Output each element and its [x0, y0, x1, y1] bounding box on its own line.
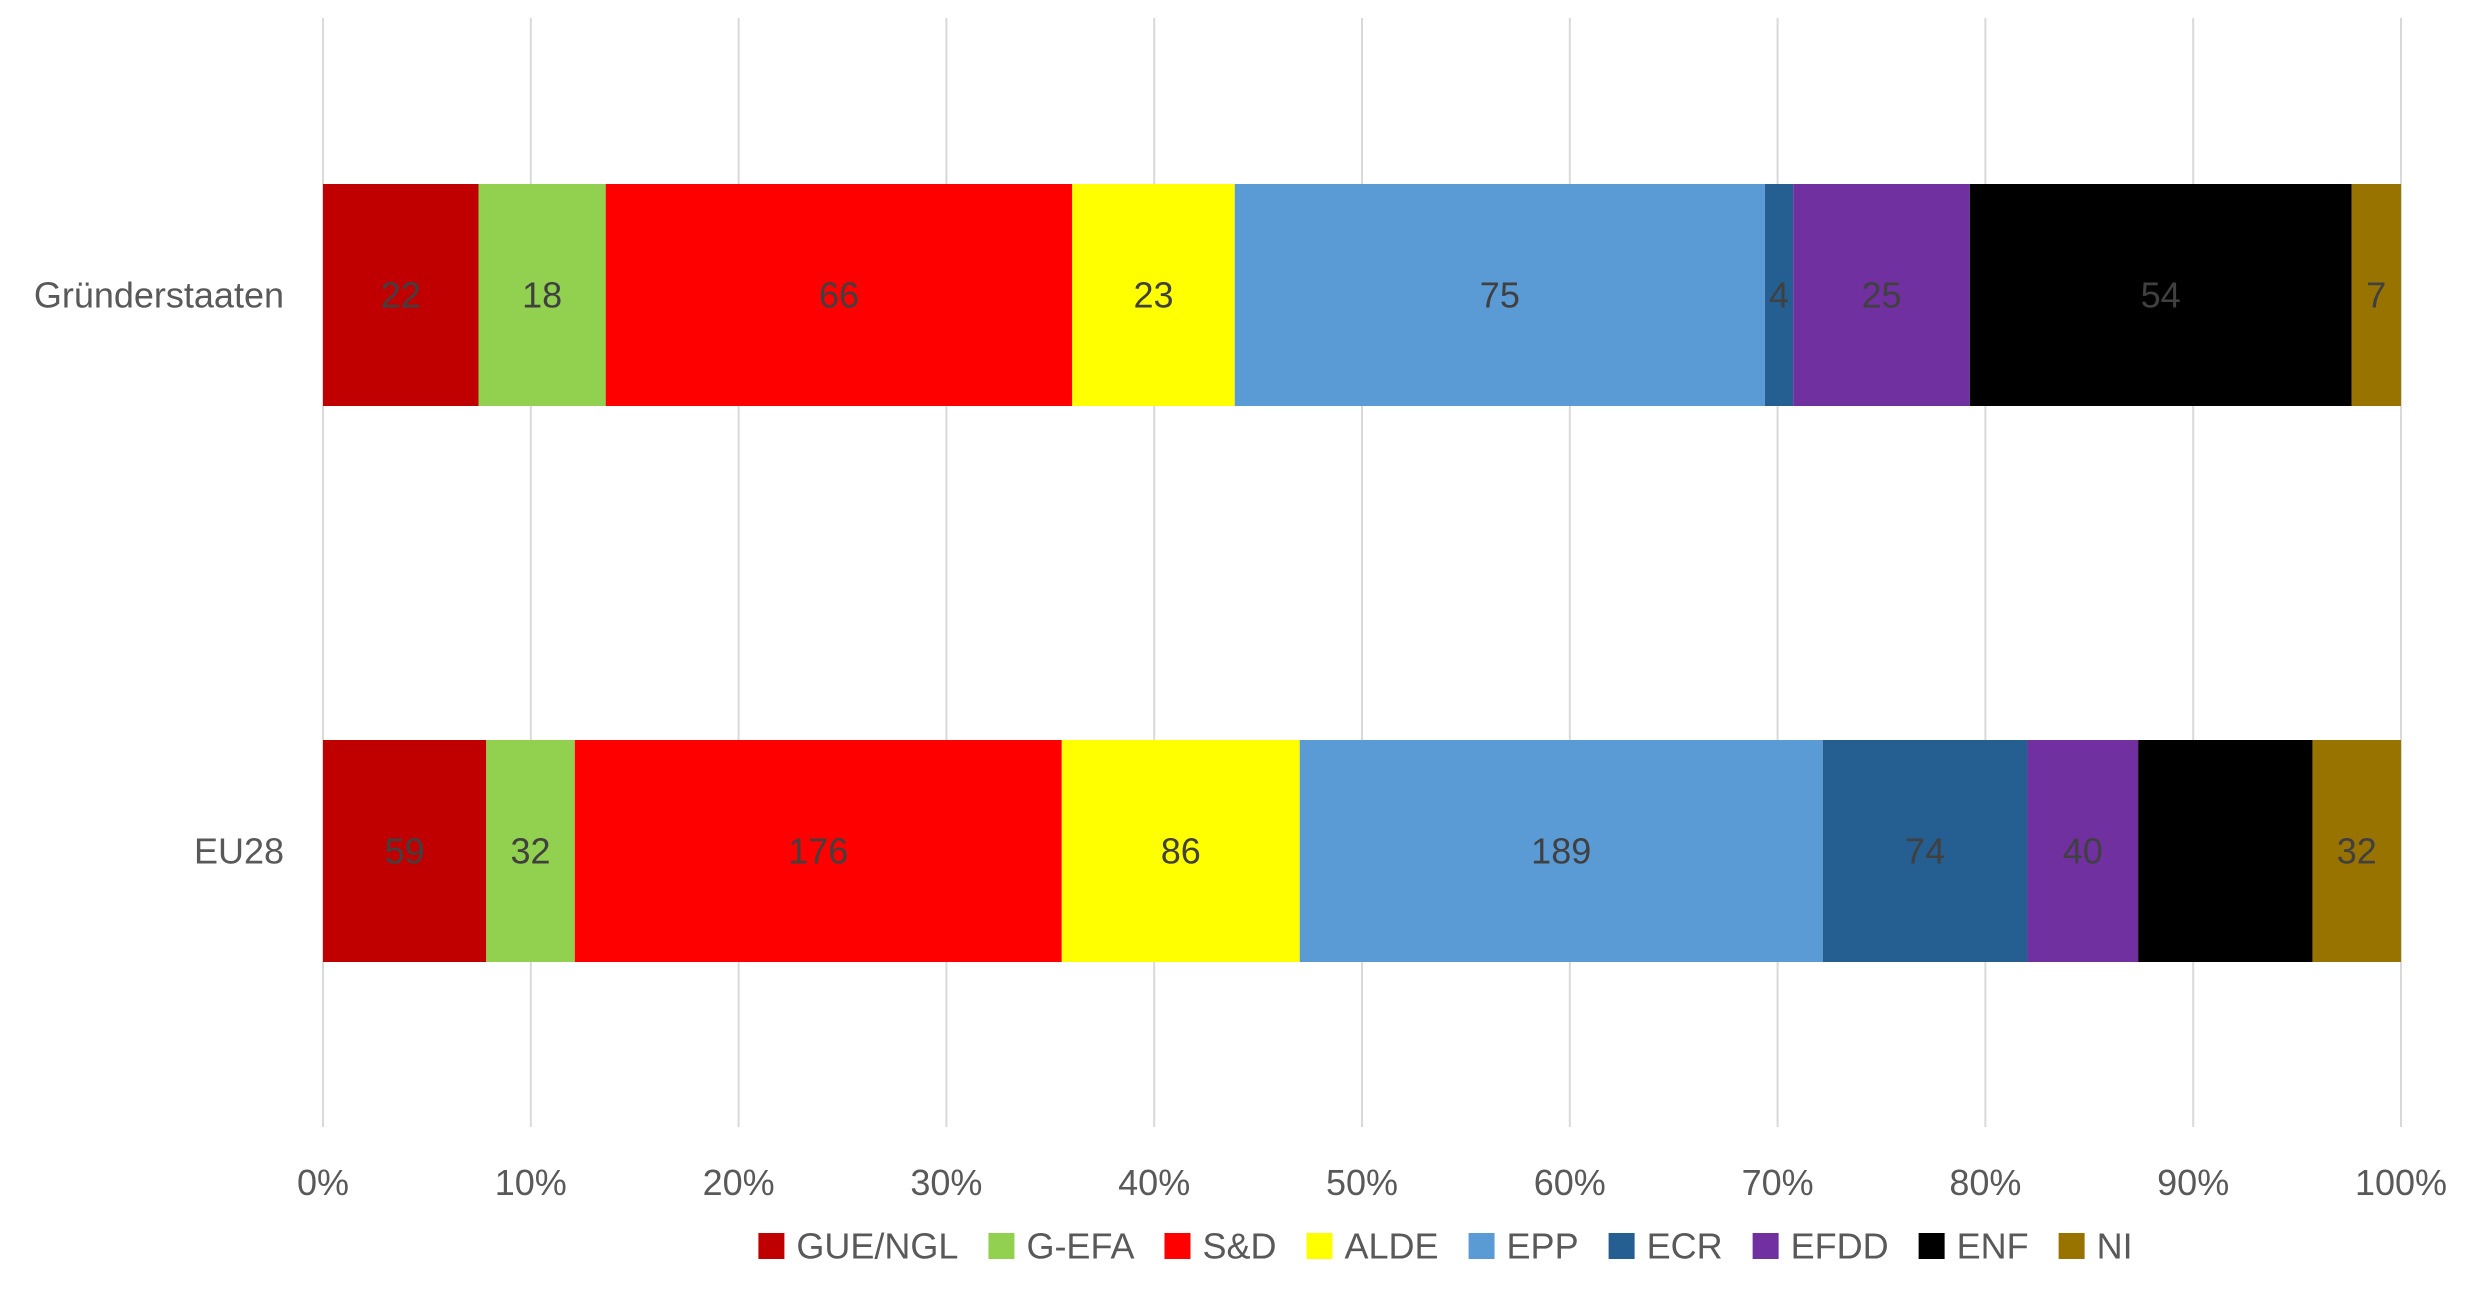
legend-swatch	[1468, 1233, 1495, 1259]
bar-segment	[478, 184, 606, 406]
bar-segment	[1822, 740, 2028, 962]
category-label: EU28	[194, 831, 284, 872]
data-label: 23	[1133, 275, 1173, 316]
data-label: 74	[1905, 831, 1945, 872]
data-label: 7	[2366, 275, 2386, 316]
legend-swatch	[1608, 1233, 1635, 1259]
legend-swatch	[2058, 1233, 2085, 1259]
axes: 0% 10% 20% 30% 40% 50% 60% 70% 80% 90% 100% Gründer…	[34, 275, 2447, 1204]
category-label: Gründerstaaten	[34, 275, 284, 316]
bar-segment	[1764, 184, 1794, 406]
data-label: 4	[1769, 275, 1789, 316]
x-tick-label: 80%	[1949, 1162, 2021, 1203]
x-tick-label: 60%	[1534, 1162, 1606, 1203]
legend-label: EFDD	[1791, 1226, 1889, 1267]
data-label: 75	[1480, 275, 1520, 316]
x-tick-label: 40%	[1118, 1162, 1190, 1203]
x-tick-label: 50%	[1326, 1162, 1398, 1203]
data-label: 18	[522, 275, 562, 316]
bar-segment	[1969, 184, 2352, 406]
bar-segment	[486, 740, 575, 962]
legend-label: G-EFA	[1026, 1226, 1134, 1267]
bar-segment	[323, 184, 479, 406]
x-tick-label: 70%	[1742, 1162, 1814, 1203]
legend-swatch	[1752, 1233, 1779, 1259]
x-tick-label: 30%	[910, 1162, 982, 1203]
data-label: 54	[2141, 275, 2181, 316]
x-tick-label: 0%	[297, 1162, 349, 1203]
data-label: 59	[385, 831, 425, 872]
bar-segment	[2351, 184, 2401, 406]
bars	[323, 184, 2401, 962]
legend-label: ALDE	[1345, 1226, 1439, 1267]
bar-segment	[2027, 740, 2139, 962]
data-label: 22	[381, 275, 421, 316]
data-label: 86	[1161, 831, 1201, 872]
legend-label: GUE/NGL	[796, 1226, 958, 1267]
legend-label: ENF	[1957, 1226, 2029, 1267]
x-tick-label: 10%	[495, 1162, 567, 1203]
bar-segment	[2138, 740, 2313, 962]
data-label: 66	[819, 275, 859, 316]
legend-swatch	[988, 1233, 1015, 1259]
bar-segment	[574, 740, 1062, 962]
legend-label: EPP	[1507, 1226, 1579, 1267]
legend-swatch	[758, 1233, 785, 1259]
legend-swatch	[1306, 1233, 1333, 1259]
legend-label: S&D	[1202, 1226, 1276, 1267]
bar-segment	[605, 184, 1073, 406]
legend-swatch	[1918, 1233, 1945, 1259]
data-label: 40	[2063, 831, 2103, 872]
bar-segment	[1299, 740, 1823, 962]
bar-segment	[2312, 740, 2401, 962]
legend-swatch	[1164, 1233, 1191, 1259]
bar-segment	[1072, 184, 1235, 406]
legend-label: ECR	[1647, 1226, 1723, 1267]
x-tick-label: 20%	[703, 1162, 775, 1203]
data-label: 25	[1861, 275, 1901, 316]
x-tick-label: 90%	[2157, 1162, 2229, 1203]
data-label: 176	[788, 831, 848, 872]
data-labels: 22 18 66 23 75 4 25 54 7 59 32 176 86 189 74 40 32	[381, 275, 2387, 872]
x-tick-label: 100%	[2355, 1162, 2447, 1203]
bar-segment	[1061, 740, 1300, 962]
bar-segment	[1793, 184, 1970, 406]
data-label: 189	[1531, 831, 1591, 872]
data-label: 32	[510, 831, 550, 872]
data-label: 32	[2337, 831, 2377, 872]
legend: GUE/NGL G-EFA S&D ALDE EPP ECR EFDD ENF NI	[758, 1226, 2133, 1267]
legend-label: NI	[2097, 1226, 2133, 1267]
bar-segment	[323, 740, 487, 962]
bar-segment	[1234, 184, 1765, 406]
